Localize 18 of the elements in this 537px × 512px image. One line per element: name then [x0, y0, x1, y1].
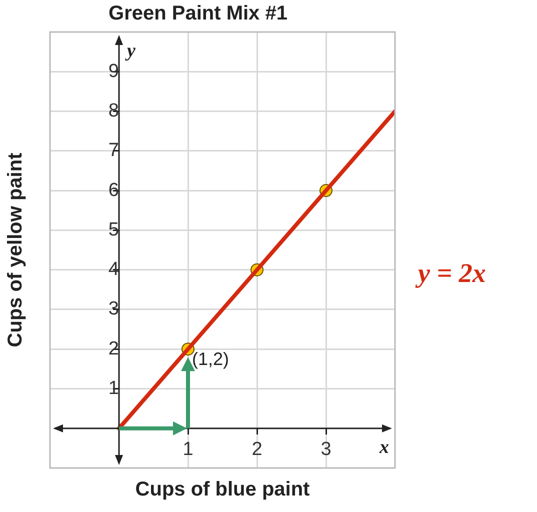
x-axis-title: Cups of blue paint: [135, 478, 310, 501]
y-tick-label: 7: [108, 140, 119, 162]
chart-title: Green Paint Mix #1: [108, 2, 288, 25]
x-tick-label: 3: [320, 439, 332, 460]
y-tick-label: 5: [108, 219, 119, 240]
y-tick-label: 3: [108, 298, 119, 320]
y-tick-label: 2: [108, 338, 119, 360]
annotation: y: [125, 40, 136, 62]
y-tick-label: 1: [108, 378, 119, 399]
y-tick-label: 6: [108, 180, 119, 201]
y-axis-title: Cups of yellow paint: [4, 152, 27, 348]
y-tick-label: 9: [108, 60, 119, 82]
annotation: (1,2): [192, 349, 230, 370]
y-tick-label: 4: [108, 259, 120, 280]
y-tick-label: 8: [108, 100, 119, 122]
annotation: x: [378, 436, 390, 458]
x-tick-label: 1: [182, 439, 194, 460]
x-tick-label: 2: [252, 439, 262, 460]
